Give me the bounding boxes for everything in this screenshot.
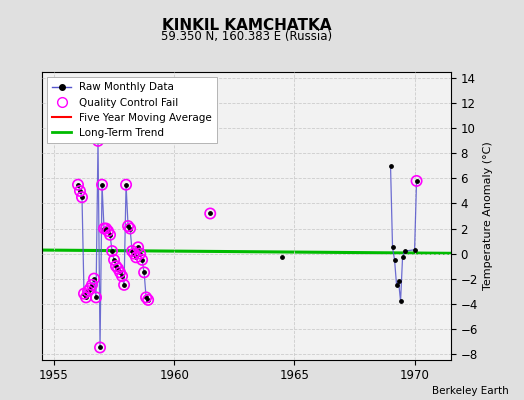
Point <box>96 344 104 351</box>
Point <box>74 182 82 188</box>
Point <box>88 282 96 288</box>
Point <box>104 228 112 234</box>
Point <box>76 188 84 194</box>
Point <box>136 250 144 257</box>
Point <box>386 163 395 169</box>
Point <box>78 194 86 200</box>
Point <box>132 254 140 260</box>
Point <box>80 290 88 297</box>
Y-axis label: Temperature Anomaly (°C): Temperature Anomaly (°C) <box>483 142 493 290</box>
Point <box>206 210 214 217</box>
Point <box>112 263 120 269</box>
Point <box>130 250 138 257</box>
Point <box>412 178 421 184</box>
Text: 59.350 N, 160.383 E (Russia): 59.350 N, 160.383 E (Russia) <box>161 30 332 43</box>
Point <box>126 225 134 232</box>
Point <box>124 223 132 229</box>
Point <box>110 257 118 263</box>
Point <box>144 297 152 303</box>
Point <box>132 254 140 260</box>
Point <box>82 294 90 300</box>
Point <box>134 244 143 250</box>
Point <box>412 178 421 184</box>
Point <box>90 276 98 282</box>
Point <box>108 248 116 254</box>
Point <box>142 294 150 300</box>
Point <box>392 282 401 288</box>
Point <box>120 282 128 288</box>
Point <box>96 344 104 351</box>
Point <box>76 188 84 194</box>
Point <box>206 210 214 217</box>
Point <box>118 273 126 279</box>
Point <box>112 263 120 269</box>
Point <box>94 138 102 144</box>
Point <box>84 288 92 294</box>
Point <box>86 286 94 292</box>
Point <box>390 257 399 263</box>
Point <box>114 265 122 272</box>
Point <box>122 182 130 188</box>
Point <box>120 282 128 288</box>
Point <box>98 182 106 188</box>
Point <box>142 294 150 300</box>
Point <box>126 225 134 232</box>
Point <box>86 286 94 292</box>
Point <box>116 269 124 276</box>
Point <box>106 232 114 238</box>
Point <box>78 194 86 200</box>
Point <box>88 282 96 288</box>
Point <box>92 294 100 300</box>
Point <box>110 257 118 263</box>
Point <box>134 244 143 250</box>
Legend: Raw Monthly Data, Quality Control Fail, Five Year Moving Average, Long-Term Tren: Raw Monthly Data, Quality Control Fail, … <box>47 77 217 143</box>
Point <box>144 297 152 303</box>
Point <box>100 225 108 232</box>
Point <box>138 257 146 263</box>
Point <box>124 223 132 229</box>
Point <box>136 250 144 257</box>
Point <box>128 248 136 254</box>
Point <box>400 248 409 254</box>
Point <box>396 298 405 304</box>
Point <box>80 290 88 297</box>
Text: Berkeley Earth: Berkeley Earth <box>432 386 508 396</box>
Point <box>118 273 126 279</box>
Text: KINKIL KAMCHATKA: KINKIL KAMCHATKA <box>161 18 331 33</box>
Point <box>82 294 90 300</box>
Point <box>94 138 102 144</box>
Point <box>140 269 148 276</box>
Point <box>98 182 106 188</box>
Point <box>90 276 98 282</box>
Point <box>104 228 112 234</box>
Point <box>138 257 146 263</box>
Point <box>102 225 110 232</box>
Point <box>116 269 124 276</box>
Point <box>100 225 108 232</box>
Point <box>130 250 138 257</box>
Point <box>108 248 116 254</box>
Point <box>92 294 100 300</box>
Point <box>122 182 130 188</box>
Point <box>388 244 397 250</box>
Point <box>278 254 287 260</box>
Point <box>140 269 148 276</box>
Point <box>106 232 114 238</box>
Point <box>114 265 122 272</box>
Point <box>398 254 407 260</box>
Point <box>395 278 403 284</box>
Point <box>410 247 419 253</box>
Point <box>84 288 92 294</box>
Point <box>74 182 82 188</box>
Point <box>102 225 110 232</box>
Point <box>128 248 136 254</box>
